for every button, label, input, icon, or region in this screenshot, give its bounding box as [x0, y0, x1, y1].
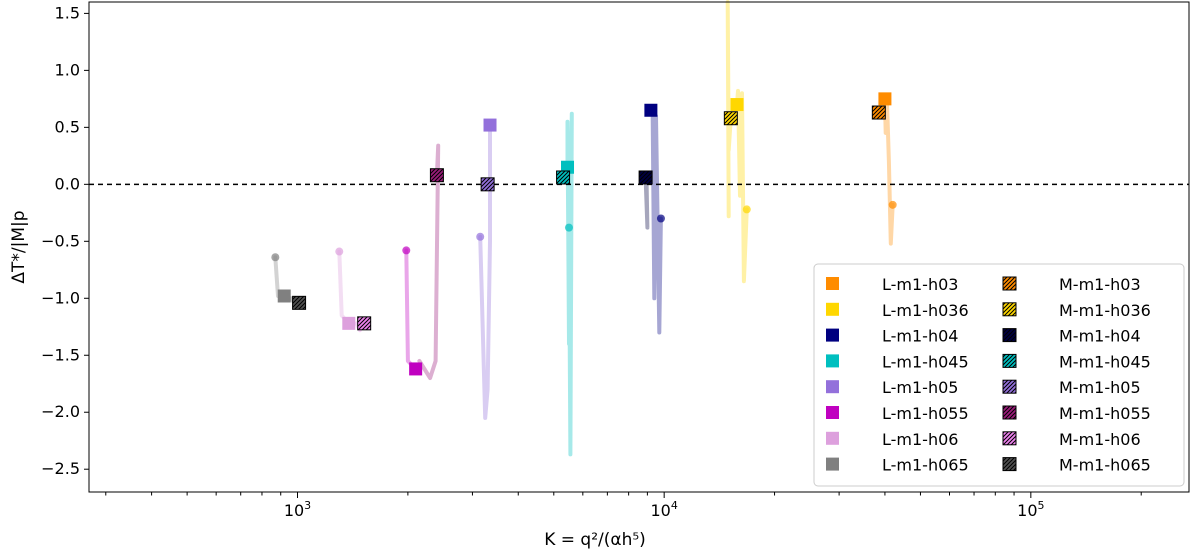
marker-M-m1-h065: [292, 295, 307, 310]
legend-swatch-L-m1-h065: [826, 457, 839, 471]
marker-M-m1-h045: [556, 170, 571, 185]
trail-M-m1-h04: [643, 175, 650, 230]
y-tick-label: 1.0: [55, 60, 80, 79]
legend-label-M-m1-h04: M-m1-h04: [1059, 327, 1141, 346]
y-tick-label: 0.5: [55, 117, 80, 136]
trail-L-m1-h05: [478, 123, 492, 420]
y-tick-label: 1.5: [55, 3, 80, 22]
legend-label-L-m1-h06: L-m1-h06: [882, 430, 958, 449]
marker-M-m1-h055: [429, 168, 444, 183]
start-point-L-m1-h045: [564, 223, 573, 232]
marker-L-m1-h06: [342, 316, 356, 330]
legend-label-M-m1-h05: M-m1-h05: [1059, 378, 1141, 397]
legend-swatch-L-m1-h04: [826, 328, 839, 342]
legend-swatch-L-m1-h045: [826, 354, 839, 368]
legend-swatch-M-m1-h03: [1002, 276, 1017, 291]
marker-L-m1-h05: [483, 118, 497, 132]
marker-L-m1-h045: [561, 160, 575, 174]
trail-M-m1-h055: [417, 143, 441, 380]
legend-swatch-L-m1-h036: [826, 302, 839, 316]
legend-box: [813, 263, 1185, 487]
legend-label-M-m1-h055: M-m1-h055: [1059, 404, 1151, 423]
legend-label-M-m1-h06: M-m1-h06: [1059, 430, 1141, 449]
y-axis: 1.5 1.0 0.5 0.0 −0.5 −1.0 −1.5 −2.0 −2.5: [41, 3, 89, 478]
legend-swatch-M-m1-h04: [1002, 328, 1017, 343]
legend-label-L-m1-h03: L-m1-h03: [882, 275, 958, 294]
y-tick-label: −0.5: [41, 231, 80, 250]
marker-M-m1-h06: [357, 316, 372, 331]
legend-label-L-m1-h036: L-m1-h036: [882, 301, 969, 320]
legend-swatch-L-m1-h05: [826, 380, 839, 394]
x-tick-label: 105: [1017, 499, 1044, 520]
legend-swatch-M-m1-h055: [1002, 405, 1017, 420]
start-point-L-m1-h06: [335, 247, 344, 256]
start-point-L-m1-h03: [888, 200, 897, 209]
x-axis: 103 104 105: [105, 492, 1142, 520]
legend: L-m1-h03 L-m1-h036 L-m1-h04 L-m1-h045 L-m1-h…: [813, 263, 1185, 487]
legend-swatch-L-m1-h06: [826, 431, 839, 445]
legend-swatch-M-m1-h065: [1002, 457, 1017, 472]
trail-L-m1-h055: [404, 248, 418, 371]
legend-label-L-m1-h055: L-m1-h055: [882, 404, 969, 423]
legend-label-L-m1-h05: L-m1-h05: [882, 378, 958, 397]
marker-L-m1-h065: [277, 289, 291, 303]
legend-label-M-m1-h045: M-m1-h045: [1059, 352, 1151, 371]
marker-layer: [277, 92, 892, 376]
marker-L-m1-h036: [730, 98, 744, 112]
legend-label-M-m1-h065: M-m1-h065: [1059, 456, 1151, 475]
start-point-L-m1-h055: [402, 246, 411, 255]
marker-M-m1-h03: [871, 105, 886, 120]
marker-M-m1-h04: [638, 170, 653, 185]
plot-frame: [88, 1, 1190, 493]
x-axis-label: K = q²/(αh⁵): [544, 530, 646, 549]
legend-swatch-M-m1-h045: [1002, 353, 1017, 368]
legend-swatch-M-m1-h06: [1002, 431, 1017, 446]
marker-M-m1-h05: [480, 177, 495, 192]
x-tick-label: 104: [650, 499, 677, 520]
legend-swatch-M-m1-h05: [1002, 379, 1017, 394]
x-tick-label: 103: [284, 499, 311, 520]
legend-label-M-m1-h03: M-m1-h03: [1059, 275, 1141, 294]
start-point-L-m1-h036: [742, 205, 751, 214]
legend-label-L-m1-h045: L-m1-h045: [882, 352, 969, 371]
trail-L-m1-h036: [735, 88, 749, 284]
y-tick-label: −1.0: [41, 288, 80, 307]
start-point-L-m1-h05: [476, 232, 485, 241]
legend-label-L-m1-h04: L-m1-h04: [882, 327, 958, 346]
start-point-L-m1-h04: [656, 214, 665, 223]
trail-layer: [271, 0, 897, 457]
marker-M-m1-h036: [723, 111, 738, 126]
marker-L-m1-h04: [644, 103, 658, 117]
start-point-L-m1-h065: [271, 253, 280, 262]
y-tick-label: −2.5: [41, 459, 80, 478]
trail-L-m1-h06: [337, 249, 351, 326]
trail-L-m1-h03: [882, 96, 895, 246]
legend-label-L-m1-h065: L-m1-h065: [882, 456, 969, 475]
y-tick-label: 0.0: [55, 174, 80, 193]
y-tick-label: −2.0: [41, 402, 80, 421]
y-axis-label: ΔT*/|M|p: [9, 210, 29, 283]
legend-swatch-L-m1-h055: [826, 406, 839, 419]
legend-swatch-L-m1-h03: [826, 277, 839, 290]
legend-swatch-M-m1-h036: [1002, 302, 1017, 317]
trail-M-m1-h036: [725, 0, 733, 219]
marker-L-m1-h03: [878, 92, 892, 106]
legend-label-M-m1-h036: M-m1-h036: [1059, 301, 1151, 320]
y-tick-label: −1.5: [41, 345, 80, 364]
marker-L-m1-h055: [409, 362, 423, 376]
